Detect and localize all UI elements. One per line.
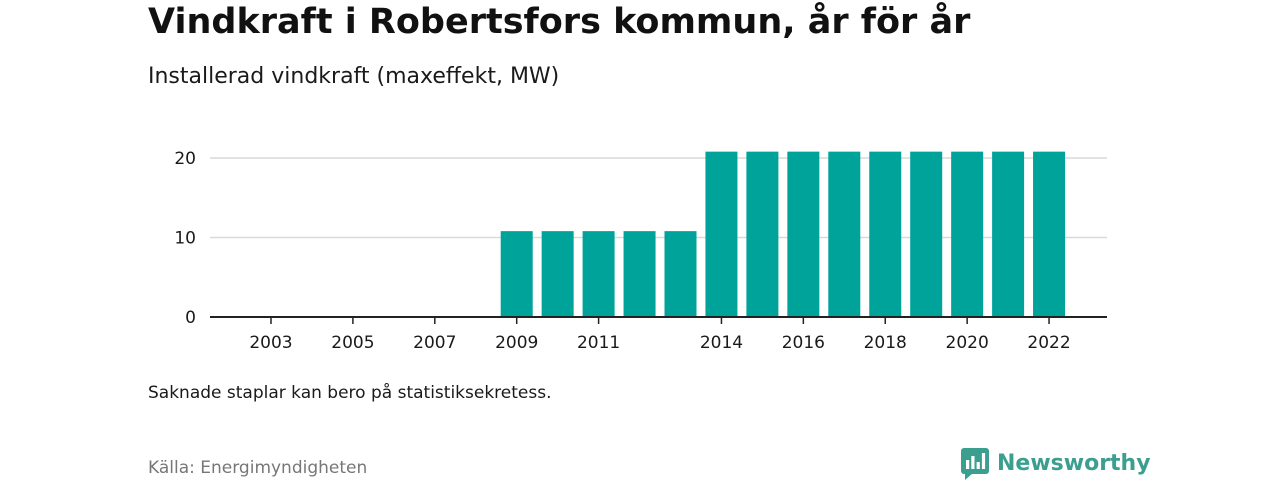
- bar-chart: 0 10 20 2003 2005 2007 2009 2011 2014 2016 2018 202…: [174, 149, 1107, 353]
- x-tick-label: 2016: [782, 333, 825, 353]
- bar-2012: [623, 231, 656, 317]
- axes: 0 10 20 2003 2005 2007 2009 2011 2014 2016 2018 202…: [174, 149, 1107, 353]
- y-tick-label: 0: [185, 308, 196, 328]
- bar-2016: [787, 151, 820, 317]
- bar-2020: [951, 151, 984, 317]
- y-tick-label: 20: [174, 149, 196, 169]
- x-tick-label: 2007: [413, 333, 456, 353]
- y-tick-label: 10: [174, 229, 196, 249]
- bar-2014: [705, 151, 738, 317]
- bar-2013: [664, 231, 697, 317]
- x-tick-label: 2018: [864, 333, 907, 353]
- bar-2021: [992, 151, 1025, 317]
- brand-name: Newsworthy: [997, 450, 1151, 476]
- bar-2010: [541, 231, 574, 317]
- footnote: Saknade staplar kan bero på statistiksek…: [148, 383, 552, 403]
- bar-2017: [828, 151, 861, 317]
- x-tick-label: 2009: [495, 333, 538, 353]
- x-tick-label: 2003: [249, 333, 292, 353]
- bars: [500, 151, 1066, 317]
- x-tick-label: 2014: [700, 333, 743, 353]
- source-text: Källa: Energimyndigheten: [148, 458, 368, 478]
- bar-2009: [500, 231, 533, 317]
- x-tick-label: 2020: [946, 333, 989, 353]
- brand-logo: Newsworthy: [961, 445, 1151, 481]
- x-tick-label: 2005: [331, 333, 374, 353]
- bar-2015: [746, 151, 779, 317]
- x-tick-label: 2022: [1027, 333, 1070, 353]
- bar-2018: [869, 151, 902, 317]
- bar-2011: [582, 231, 615, 317]
- bar-2019: [910, 151, 943, 317]
- x-tick-label: 2011: [577, 333, 620, 353]
- chart-subtitle: Installerad vindkraft (maxeffekt, MW): [148, 64, 560, 89]
- chart-title: Vindkraft i Robertsfors kommun, år för å…: [148, 2, 971, 42]
- bar-2022: [1033, 151, 1066, 317]
- bar-chart-speech-bubble-icon: [961, 448, 989, 480]
